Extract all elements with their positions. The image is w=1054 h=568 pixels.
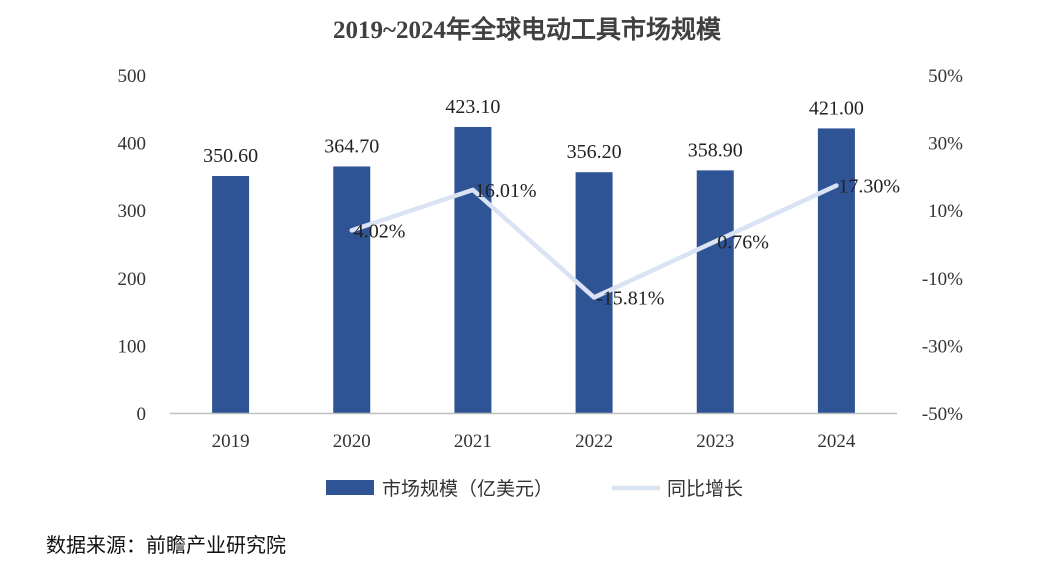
bar-2019 (212, 175, 250, 413)
x-tick-label: 2020 (333, 431, 371, 452)
legend-bar-label: 市场规模（亿美元） (382, 478, 553, 500)
bar-value-label: 421.00 (809, 97, 864, 119)
y-left-tick-label: 500 (118, 66, 147, 87)
bar-2024 (817, 128, 855, 414)
y-right-tick-label: -30% (922, 336, 963, 357)
bar-2020 (333, 166, 371, 413)
x-tick-label: 2019 (212, 431, 250, 452)
x-tick-label: 2021 (454, 431, 492, 452)
y-right-tick-label: -10% (922, 269, 963, 290)
x-tick-label: 2024 (817, 431, 856, 452)
chart-title: 2019~2024年全球电动工具市场规模 (333, 15, 722, 44)
x-tick-label: 2023 (696, 431, 734, 452)
line-value-label: 16.01% (475, 180, 537, 202)
line-value-label: 17.30% (838, 176, 900, 198)
y-right-tick-label: 10% (928, 201, 963, 222)
y-left-tick-label: 300 (118, 201, 147, 222)
plot-area: 0 100 200 300 400 500 -50% -30% -10% 10% 30% 50% 201… (118, 66, 964, 452)
legend-bar-swatch (326, 480, 374, 495)
y-left-tick-label: 0 (137, 404, 147, 425)
bar-value-label: 356.20 (567, 141, 622, 163)
growth-line (349, 183, 839, 300)
bar-2021 (454, 126, 492, 413)
bar-value-label: 423.10 (445, 96, 500, 118)
y-right-tick-label: 50% (928, 66, 963, 87)
bar-value-label: 358.90 (688, 139, 743, 161)
y-right-tick-label: -50% (922, 404, 963, 425)
line-value-label: -15.81% (596, 287, 664, 309)
y-left-tick-label: 100 (118, 336, 147, 357)
line-value-label: 0.76% (717, 231, 769, 253)
legend-line-label: 同比增长 (667, 478, 743, 500)
y-left-tick-label: 200 (118, 269, 147, 290)
x-tick-label: 2022 (575, 431, 613, 452)
y-right-tick-label: 30% (928, 134, 963, 155)
bar-2023 (696, 170, 734, 413)
bar-value-label: 350.60 (203, 145, 258, 167)
legend: 市场规模（亿美元） 同比增长 (326, 478, 743, 500)
bar-value-label: 364.70 (324, 135, 379, 157)
source-note: 数据来源：前瞻产业研究院 (46, 533, 286, 557)
line-value-label: 4.02% (354, 220, 406, 242)
y-left-tick-label: 400 (118, 134, 147, 155)
